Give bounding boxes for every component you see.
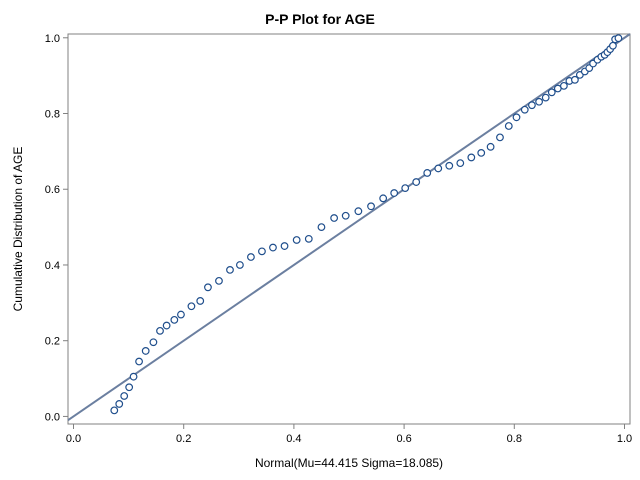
data-point bbox=[467, 153, 476, 162]
y-tick-label: 0.0 bbox=[45, 411, 60, 423]
data-point bbox=[412, 178, 421, 186]
y-axis-label: Cumulative Distribution of AGE bbox=[11, 147, 25, 312]
x-tick-label: 0.4 bbox=[286, 433, 301, 445]
data-point bbox=[341, 211, 350, 220]
data-point bbox=[614, 34, 623, 43]
data-point bbox=[187, 302, 196, 311]
data-points bbox=[110, 34, 623, 415]
data-point bbox=[486, 142, 495, 151]
data-point bbox=[177, 310, 185, 319]
data-point bbox=[269, 243, 277, 252]
data-point bbox=[390, 189, 399, 197]
data-point bbox=[535, 97, 543, 106]
data-point bbox=[304, 234, 313, 243]
data-point bbox=[477, 148, 486, 157]
y-tick-label: 1.0 bbox=[45, 33, 60, 45]
x-tick-label: 0.8 bbox=[507, 433, 522, 445]
plot-frame bbox=[67, 33, 631, 425]
data-point bbox=[170, 315, 179, 324]
x-axis: 0.0 0.2 0.4 0.6 0.8 1.0 bbox=[66, 424, 632, 445]
data-point bbox=[571, 75, 579, 84]
data-point bbox=[401, 184, 410, 193]
data-point bbox=[330, 214, 339, 222]
data-point bbox=[547, 88, 556, 97]
data-point bbox=[226, 265, 234, 274]
x-tick-label: 0.2 bbox=[176, 433, 191, 445]
data-point bbox=[196, 297, 205, 305]
data-point bbox=[110, 406, 119, 415]
data-point bbox=[317, 223, 326, 232]
data-point bbox=[379, 194, 388, 203]
data-point bbox=[445, 161, 454, 170]
data-point bbox=[609, 41, 617, 50]
y-tick-label: 0.4 bbox=[45, 260, 60, 272]
data-point bbox=[236, 261, 244, 269]
data-point bbox=[354, 207, 363, 216]
x-axis-label: Normal(Mu=44.415 Sigma=18.085) bbox=[255, 456, 443, 470]
data-point bbox=[156, 326, 164, 335]
data-point bbox=[115, 400, 124, 408]
y-tick-label: 0.2 bbox=[45, 336, 60, 348]
y-tick-label: 0.8 bbox=[45, 109, 60, 121]
data-point bbox=[528, 101, 536, 110]
x-tick-label: 0.0 bbox=[66, 433, 81, 445]
data-point bbox=[258, 247, 266, 256]
data-point bbox=[423, 169, 432, 177]
data-point bbox=[141, 347, 150, 355]
data-point bbox=[135, 357, 143, 366]
data-point bbox=[434, 164, 443, 173]
data-point bbox=[367, 202, 375, 211]
data-point bbox=[149, 338, 158, 347]
x-tick-label: 0.6 bbox=[396, 433, 411, 445]
data-point bbox=[280, 242, 289, 250]
chart-title: P-P Plot for AGE bbox=[265, 11, 375, 27]
data-point bbox=[520, 105, 529, 114]
data-point bbox=[512, 113, 521, 122]
data-point bbox=[496, 133, 504, 142]
data-point bbox=[215, 276, 223, 285]
data-point bbox=[247, 253, 255, 261]
y-axis: 0.0 0.2 0.4 0.6 0.8 1.0 bbox=[45, 33, 68, 423]
y-tick-label: 0.6 bbox=[45, 184, 60, 196]
data-point bbox=[456, 159, 465, 168]
data-point bbox=[292, 236, 301, 244]
data-point bbox=[559, 81, 568, 90]
data-point bbox=[125, 383, 134, 392]
x-tick-label: 1.0 bbox=[617, 433, 632, 445]
data-point bbox=[162, 321, 171, 330]
data-point bbox=[129, 372, 138, 381]
data-point bbox=[504, 122, 513, 130]
reference-line bbox=[67, 33, 631, 422]
data-point bbox=[204, 283, 212, 292]
data-point bbox=[541, 93, 550, 102]
plot-area: 0.0 0.2 0.4 0.6 0.8 1.0 0.0 0.2 0.4 0.6 0.8 1.0 bbox=[45, 33, 632, 445]
data-point bbox=[120, 392, 129, 400]
